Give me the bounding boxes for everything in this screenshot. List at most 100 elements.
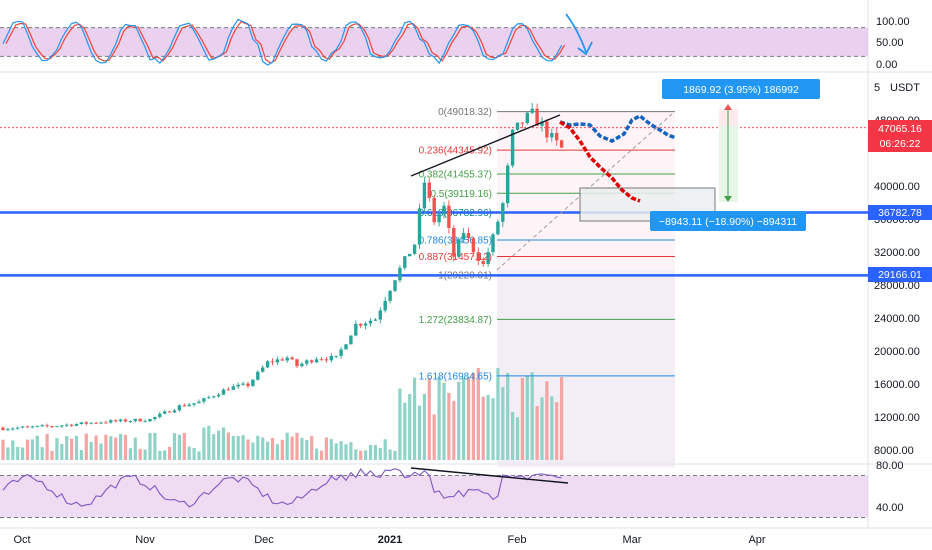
volume-bar	[359, 450, 363, 460]
resistance-trend-line[interactable]	[410, 114, 561, 177]
candle-body	[427, 182, 431, 198]
bull-projection-path[interactable]	[559, 113, 677, 143]
volume-bar	[550, 396, 554, 460]
volume-bar	[251, 442, 255, 460]
candle	[25, 425, 30, 428]
current-price-countdown: 06:26:22	[880, 138, 921, 150]
candle	[290, 356, 294, 360]
volume-bar	[437, 376, 441, 460]
volume-bar	[408, 393, 412, 460]
volume-bar	[275, 444, 279, 460]
candle-body	[79, 422, 84, 424]
candle-body	[123, 419, 128, 422]
candle-body	[442, 205, 446, 215]
candle-body	[261, 367, 265, 372]
candle-body	[324, 359, 329, 361]
candle-body	[11, 428, 15, 430]
volume-bar	[158, 450, 162, 460]
candle-body	[329, 355, 333, 361]
volume-bar	[187, 446, 191, 460]
price-axis-tick-label: 28000.00	[874, 280, 920, 292]
candle	[256, 370, 260, 381]
candle-body	[388, 290, 392, 301]
candle	[133, 418, 137, 423]
candle	[344, 343, 348, 350]
candle-body	[378, 310, 382, 320]
candle-body	[45, 425, 49, 427]
volume-bar	[383, 439, 387, 460]
candle	[45, 423, 49, 428]
candle	[530, 103, 534, 115]
candle-body	[99, 422, 103, 424]
candle-body	[314, 359, 319, 363]
candle-body	[295, 359, 299, 367]
stoch-forecast-arrow	[565, 13, 587, 53]
volume-bar	[266, 441, 270, 460]
candle	[236, 382, 240, 390]
candle	[241, 381, 245, 386]
candle-body	[550, 132, 554, 138]
candle	[393, 279, 397, 293]
rsi-divergence-line[interactable]	[410, 467, 569, 484]
candle	[94, 422, 98, 424]
bear-projection-path[interactable]	[559, 120, 641, 203]
candle-body	[300, 363, 304, 367]
volume-bar	[168, 446, 172, 460]
volume-bar	[476, 367, 480, 460]
candle-body	[359, 323, 363, 326]
volume-bar	[6, 447, 10, 460]
volume-bar	[560, 377, 564, 460]
volume-bar	[94, 435, 98, 460]
measure-up-tag-text: 1869.92 (3.95%) 186992	[683, 84, 799, 96]
candle-body	[452, 227, 456, 257]
candle-body	[236, 384, 240, 387]
candle-body	[398, 267, 402, 281]
candle-body	[422, 182, 427, 209]
candle	[216, 392, 221, 398]
level-tag-1: 36782.78	[868, 205, 932, 220]
current-price-tag: 47065.16 06:26:22	[868, 120, 932, 152]
price-axis[interactable]: USDT 5	[874, 82, 920, 94]
candle	[158, 411, 162, 419]
volume-bar	[148, 433, 152, 460]
volume-bar	[491, 398, 495, 460]
volume-bar	[60, 443, 64, 460]
volume-bar	[290, 436, 294, 460]
candle-body	[457, 239, 461, 257]
rsi-line	[2, 468, 562, 508]
volume-bar	[74, 435, 79, 460]
candle	[167, 410, 172, 413]
candle-body	[84, 422, 88, 424]
volume-bar	[192, 448, 196, 460]
candle-body	[285, 357, 289, 361]
candle-body	[305, 360, 309, 364]
volume-bar	[368, 444, 373, 460]
candle-body	[55, 426, 59, 428]
candle	[55, 425, 59, 428]
volume-bar	[305, 439, 309, 460]
candle-body	[114, 420, 118, 422]
candle	[265, 360, 270, 369]
candle	[35, 425, 39, 428]
volume-bar	[315, 448, 319, 460]
candle	[339, 346, 343, 359]
rsi-axis-label: 80.00	[876, 460, 904, 472]
level-tag-2: 29166.01	[868, 267, 932, 282]
candle	[363, 321, 368, 330]
candle-body	[265, 361, 270, 368]
candle-body	[246, 383, 250, 386]
candle-body	[349, 335, 353, 345]
candle	[432, 195, 436, 226]
volume-bar	[310, 435, 314, 460]
candle	[555, 127, 559, 146]
volume-bar	[427, 378, 431, 460]
candle	[143, 419, 147, 423]
candle-body	[275, 359, 280, 363]
candle-body	[133, 418, 137, 422]
candle	[305, 359, 309, 366]
candle	[452, 225, 456, 262]
candle	[354, 320, 358, 337]
candle-body	[471, 238, 476, 253]
volume-bar	[143, 449, 147, 460]
